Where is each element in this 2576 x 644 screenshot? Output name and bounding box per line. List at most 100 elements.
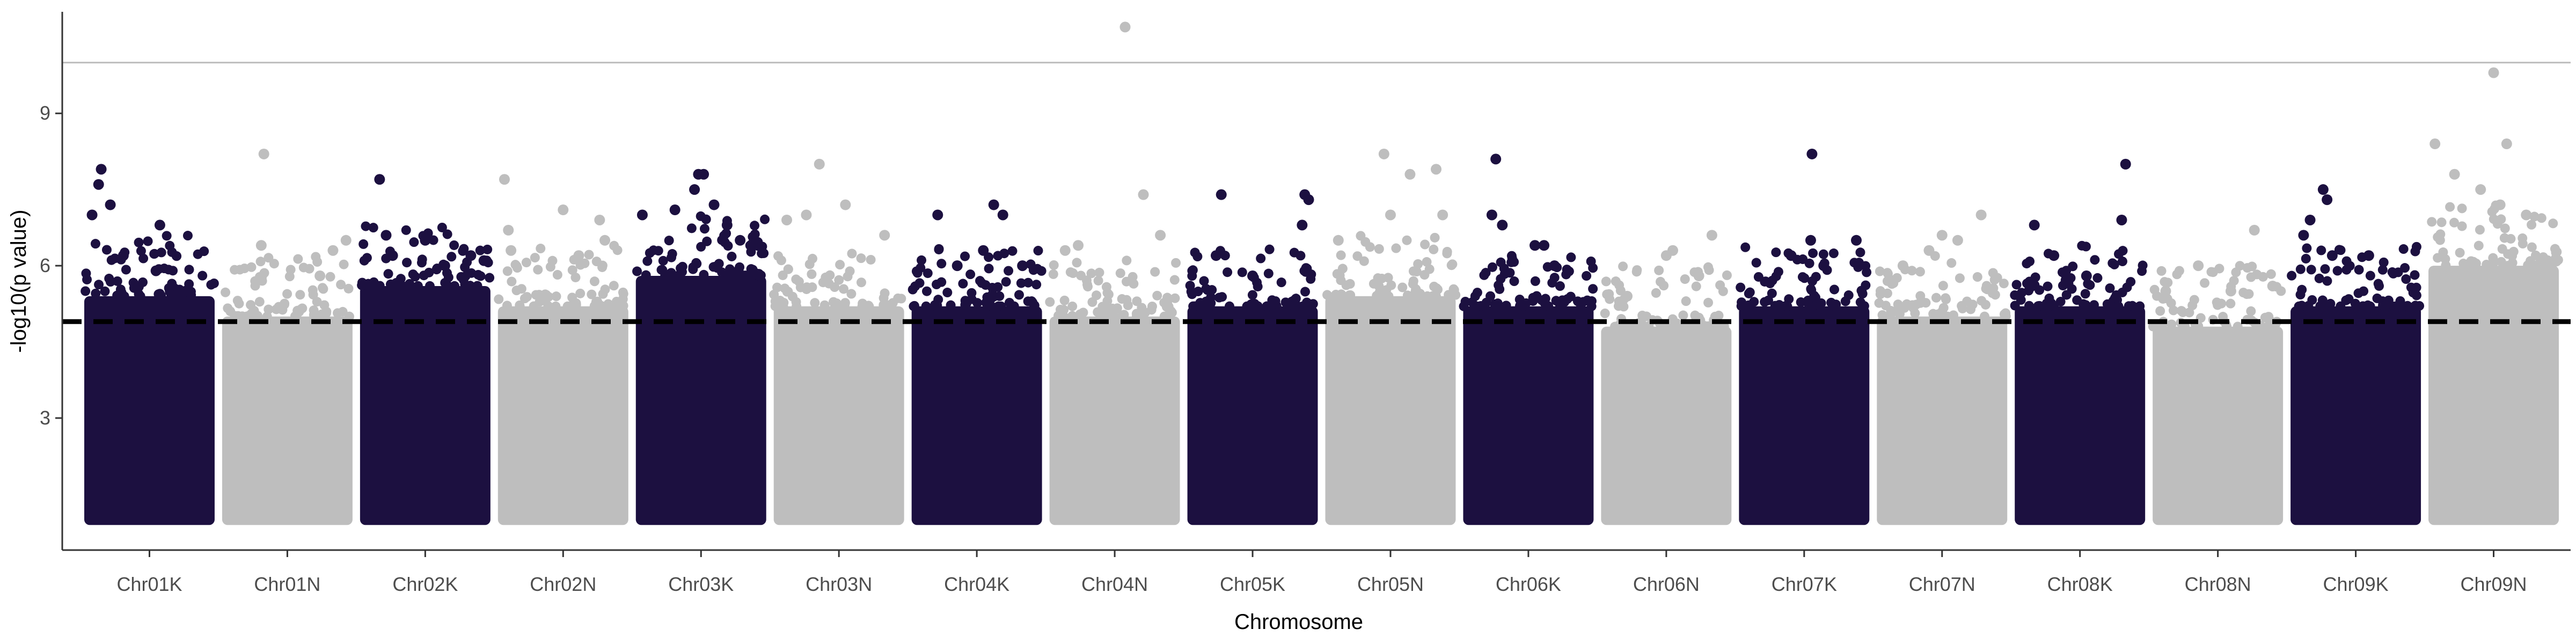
data-point: [942, 288, 953, 298]
data-point: [293, 254, 303, 264]
top-hit-point: [573, 250, 584, 261]
data-point: [2445, 202, 2455, 212]
data-point: [1097, 302, 1108, 312]
data-point: [1359, 256, 1369, 266]
x-tick-label: Chr08N: [2185, 573, 2251, 595]
data-point: [447, 252, 457, 262]
data-point: [2473, 240, 2484, 251]
top-hit-point: [1216, 189, 1227, 200]
top-hit-point: [988, 199, 999, 210]
data-point: [2314, 273, 2324, 283]
top-hit-point: [1303, 194, 1314, 206]
data-point: [437, 222, 447, 232]
data-point: [405, 279, 415, 289]
data-point: [1678, 310, 1688, 320]
data-point: [1384, 291, 1394, 301]
data-point: [2172, 269, 2182, 280]
data-point: [1383, 273, 1393, 283]
data-point: [2359, 286, 2369, 296]
data-point: [2184, 308, 2194, 318]
data-point: [502, 301, 512, 311]
top-hit-point: [1706, 230, 1717, 241]
data-point: [2010, 290, 2020, 300]
data-point: [1760, 297, 1770, 307]
data-point: [2246, 306, 2256, 316]
data-point: [2301, 253, 2311, 264]
data-point: [2113, 249, 2124, 259]
data-point: [1862, 267, 1872, 277]
data-point: [1875, 266, 1885, 276]
top-hit-point: [1486, 209, 1497, 221]
top-hit-point: [1975, 209, 1987, 221]
data-point: [2377, 265, 2388, 275]
data-point: [309, 310, 319, 320]
data-point: [686, 223, 697, 233]
data-point: [1128, 272, 1138, 282]
data-point: [482, 244, 493, 254]
data-point: [1719, 321, 1729, 332]
data-point: [197, 270, 208, 281]
data-point: [449, 240, 459, 250]
series-Chr05K: [1185, 189, 1318, 525]
top-hit-point: [669, 204, 680, 216]
data-point: [658, 255, 668, 266]
top-hit-point: [1923, 245, 1935, 256]
data-point: [660, 270, 670, 281]
top-hit-point: [932, 209, 943, 221]
data-point: [368, 223, 378, 233]
data-point: [1487, 262, 1497, 272]
data-point: [810, 298, 820, 308]
top-hit-point: [2120, 158, 2131, 170]
data-point: [750, 221, 760, 231]
top-hit-point: [1333, 235, 1344, 246]
data-point: [1600, 308, 1610, 318]
data-point: [2022, 279, 2032, 289]
data-point: [442, 229, 452, 239]
top-hit-point: [2326, 250, 2338, 261]
data-point: [1928, 309, 1938, 319]
data-point: [840, 298, 850, 308]
data-point: [580, 258, 590, 268]
top-hit-point: [2116, 214, 2127, 225]
data-point: [1988, 283, 1999, 293]
data-point: [2316, 245, 2326, 255]
data-point: [1431, 283, 1441, 293]
data-point: [2033, 301, 2043, 311]
data-point: [552, 270, 562, 280]
top-hit-point: [2488, 67, 2499, 78]
data-point: [1665, 321, 1675, 332]
data-point: [358, 239, 369, 249]
data-point: [2527, 219, 2537, 230]
data-point: [295, 290, 305, 300]
data-point: [2022, 259, 2032, 269]
data-point: [1188, 265, 1198, 275]
top-hit-point: [814, 158, 825, 170]
data-point: [1223, 267, 1233, 277]
data-point: [720, 237, 730, 247]
data-point: [1344, 290, 1355, 301]
top-hit-point: [2225, 286, 2236, 297]
data-point: [2001, 311, 2011, 321]
data-point: [2196, 313, 2206, 323]
data-point: [1402, 235, 1412, 245]
data-point: [714, 259, 724, 269]
data-point: [336, 280, 346, 290]
data-point: [259, 268, 269, 278]
data-point: [856, 277, 866, 288]
data-point: [475, 271, 486, 281]
series-Chr01N: [221, 148, 354, 525]
data-point: [1992, 273, 2002, 283]
data-point: [1804, 258, 1814, 268]
top-hit-point: [2429, 138, 2441, 150]
data-point: [1818, 249, 1828, 259]
data-point: [2287, 270, 2297, 281]
data-point: [2107, 258, 2118, 268]
data-point: [1700, 321, 1710, 331]
top-hit-point: [1952, 235, 1963, 246]
data-point: [933, 295, 943, 305]
point-cloud: [222, 316, 353, 525]
top-hit-point: [1490, 153, 1502, 165]
point-cloud: [2153, 326, 2284, 525]
data-point: [1031, 280, 1042, 290]
top-hit-point: [105, 199, 116, 210]
